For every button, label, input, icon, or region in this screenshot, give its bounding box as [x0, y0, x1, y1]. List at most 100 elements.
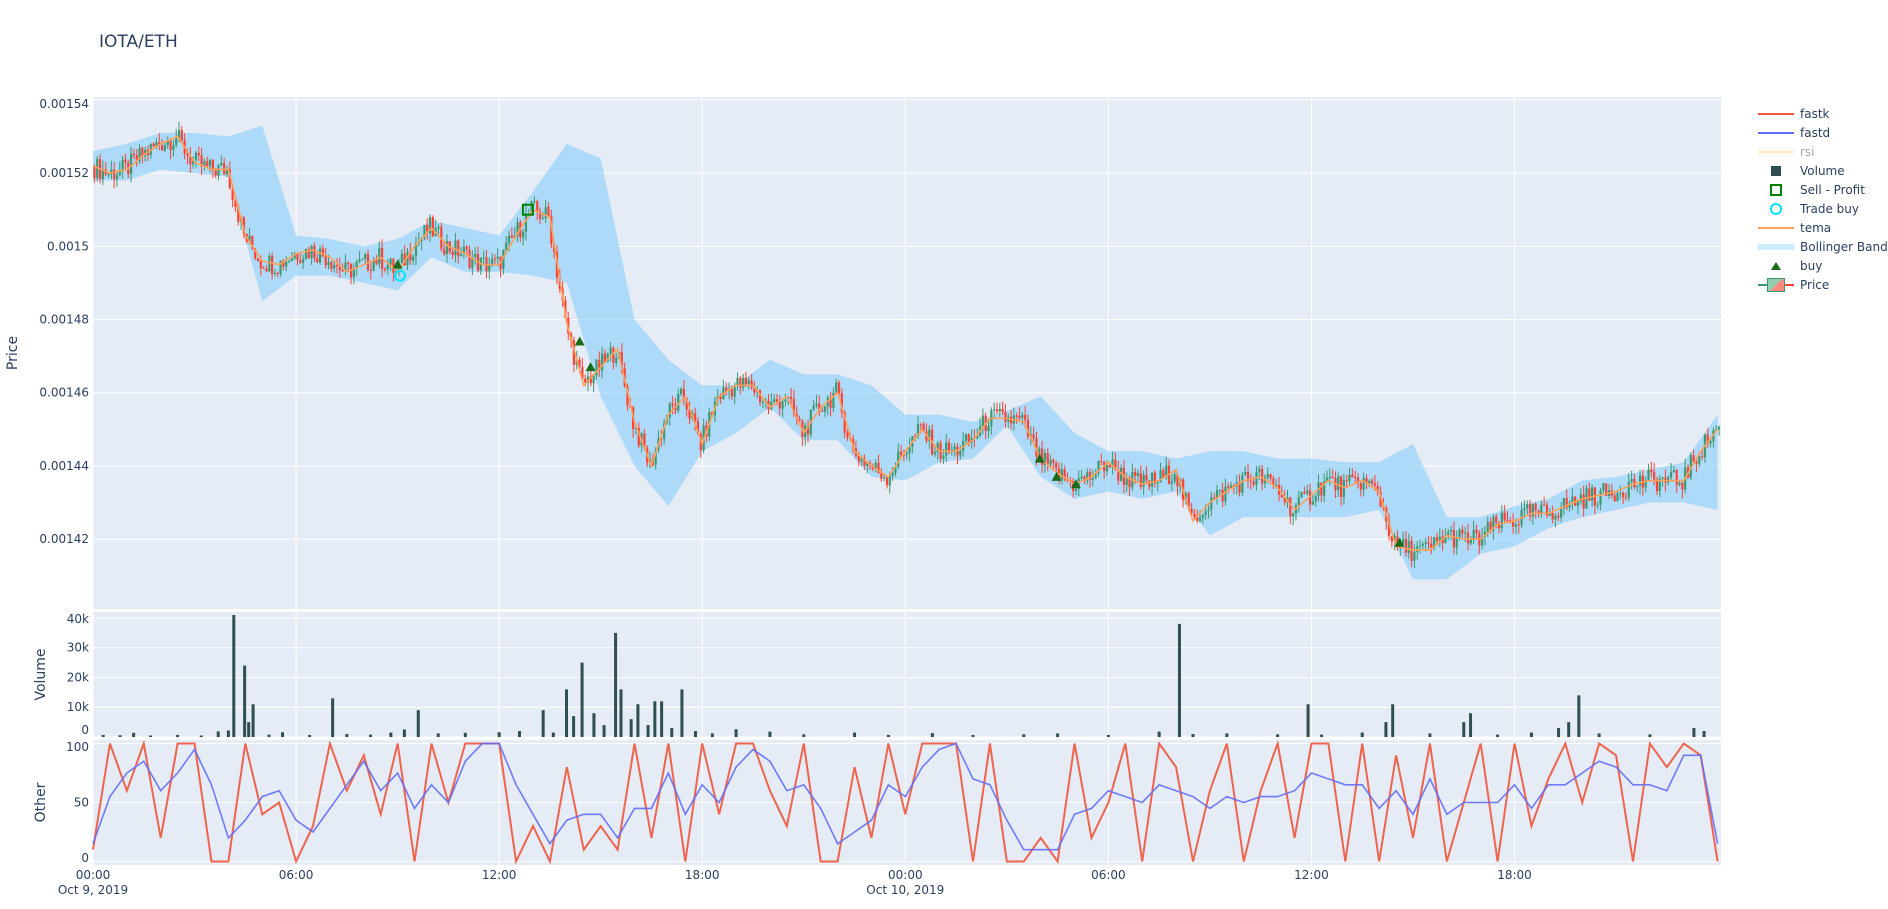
candle: [530, 201, 533, 214]
legend-item-rsi[interactable]: rsi: [1758, 142, 1888, 161]
candle: [225, 169, 229, 175]
y-tick-label: 0.00144: [39, 459, 89, 473]
candle: [1588, 488, 1591, 501]
legend-item-fastd[interactable]: fastd: [1758, 123, 1888, 142]
candle: [1043, 452, 1047, 465]
candle: [902, 454, 905, 456]
candle: [1314, 495, 1317, 502]
volume-bar: [232, 614, 236, 737]
candle: [471, 257, 474, 268]
candle: [1198, 517, 1202, 521]
bollinger-band: [93, 125, 1718, 580]
candle: [121, 159, 124, 170]
legend-item-sell-profit[interactable]: Sell - Profit: [1758, 180, 1888, 199]
candle: [302, 258, 305, 263]
candle: [598, 359, 601, 371]
candle: [615, 357, 618, 363]
legend-item-volume[interactable]: Volume: [1758, 161, 1888, 180]
candle: [522, 231, 525, 238]
y-tick-label: 0.0015: [47, 239, 89, 253]
candle: [1218, 489, 1221, 491]
candle: [1246, 471, 1250, 481]
volume-bar: [710, 733, 714, 737]
legend-item-bollinger-band[interactable]: Bollinger Band: [1758, 237, 1888, 256]
legend: fastk fastd rsi Volume Sell - Profit Trade bu…: [1758, 104, 1888, 294]
candle: [1669, 472, 1673, 478]
candle: [936, 442, 939, 453]
candle: [891, 473, 894, 476]
candle: [544, 206, 547, 219]
candle: [459, 253, 463, 257]
legend-label: Trade buy: [1800, 201, 1859, 216]
volume-bar: [734, 729, 738, 737]
candle: [163, 145, 167, 151]
candle: [1001, 408, 1004, 413]
candle: [634, 427, 638, 430]
volume-bar: [1177, 623, 1181, 737]
candle: [905, 453, 908, 455]
candle: [1074, 488, 1078, 492]
candle: [1060, 469, 1063, 480]
candle: [161, 145, 164, 151]
candle: [964, 434, 968, 441]
candle: [375, 259, 378, 264]
legend-label: Volume: [1800, 163, 1845, 178]
volume-bar: [1191, 734, 1195, 737]
volume-bar: [580, 662, 584, 737]
candle: [671, 403, 674, 406]
candle: [1562, 498, 1565, 509]
legend-item-tema[interactable]: tema: [1758, 218, 1888, 237]
candle: [1331, 476, 1334, 479]
candle: [378, 247, 381, 264]
candle: [846, 432, 849, 438]
candle: [203, 161, 206, 167]
candle: [1094, 473, 1097, 478]
candle: [679, 389, 683, 394]
volume-bar: [1567, 722, 1571, 737]
candle: [654, 449, 657, 465]
candle: [677, 393, 680, 411]
candle: [369, 269, 372, 271]
candle: [355, 261, 358, 268]
candle: [1672, 470, 1675, 473]
candle: [507, 235, 511, 243]
candle: [1320, 482, 1323, 496]
candle: [1421, 543, 1424, 546]
candle: [1283, 497, 1286, 503]
volume-bar: [629, 719, 633, 737]
candle: [1579, 494, 1582, 502]
candle: [1433, 537, 1436, 549]
candle: [254, 248, 257, 259]
candle: [578, 359, 581, 368]
candle: [1153, 472, 1157, 484]
candle: [643, 433, 646, 449]
candle: [1024, 414, 1027, 420]
legend-item-fastk[interactable]: fastk: [1758, 104, 1888, 123]
candle: [307, 249, 310, 259]
legend-item-trade-buy[interactable]: Trade buy: [1758, 199, 1888, 218]
candle: [135, 155, 138, 161]
candle: [412, 256, 415, 261]
candle: [818, 403, 821, 411]
legend-item-buy[interactable]: buy: [1758, 256, 1888, 275]
volume-bar: [1276, 734, 1280, 737]
candle: [271, 255, 274, 275]
candle: [1709, 441, 1712, 444]
candle: [1210, 497, 1213, 510]
candle: [1624, 497, 1628, 499]
candle: [1526, 504, 1529, 509]
candle: [883, 477, 886, 479]
candle: [333, 264, 336, 269]
candle: [316, 258, 319, 263]
candle: [953, 446, 956, 450]
legend-item-price[interactable]: Price: [1758, 275, 1888, 294]
candle: [1148, 480, 1151, 487]
candle: [1111, 459, 1114, 468]
candle: [758, 390, 762, 403]
candle: [208, 159, 212, 167]
candle: [942, 455, 945, 459]
volume-bar: [670, 728, 674, 737]
candle: [843, 412, 846, 433]
candle: [107, 174, 110, 176]
candle: [688, 409, 691, 419]
